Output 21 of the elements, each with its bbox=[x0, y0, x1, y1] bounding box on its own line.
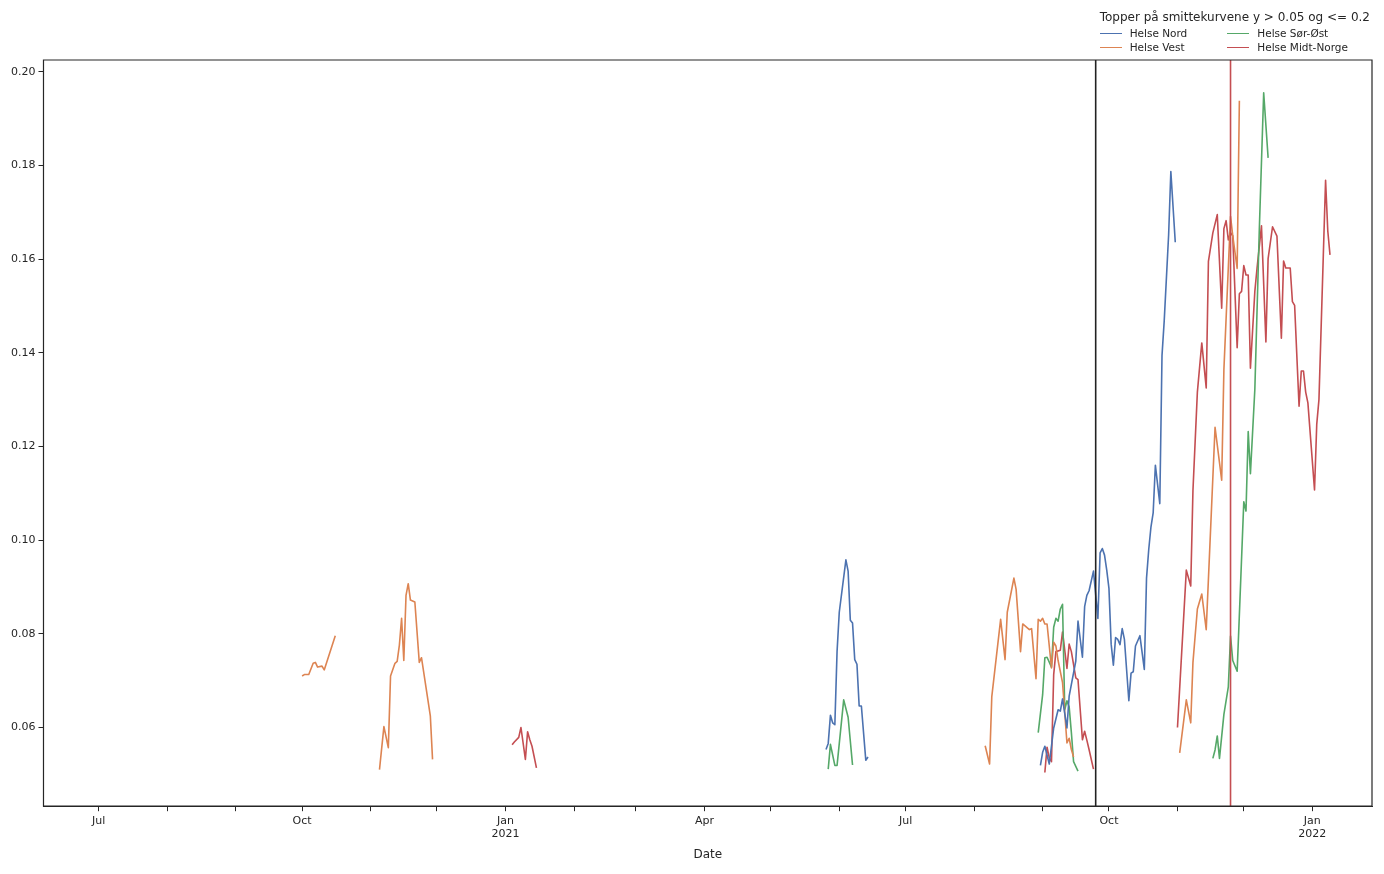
legend-label: Helse Sør-Øst bbox=[1257, 27, 1329, 39]
y-tick-label: 0.18 bbox=[10, 158, 36, 172]
x-tick-label: Oct bbox=[292, 813, 313, 827]
y-tick-label: 0.06 bbox=[10, 720, 36, 734]
legend-title: Topper på smittekurvene y > 0.05 og <= 0.2 bbox=[1099, 10, 1370, 24]
x-tick-label: Oct bbox=[1099, 813, 1120, 827]
y-tick-label: 0.12 bbox=[10, 439, 36, 453]
x-tick-label: Jan 2021 bbox=[491, 813, 520, 840]
y-tick-label: 0.10 bbox=[10, 532, 36, 546]
x-tick-label: Apr bbox=[694, 813, 715, 827]
legend-label: Helse Midt-Norge bbox=[1257, 41, 1348, 53]
legend-label: Helse Nord bbox=[1129, 27, 1188, 39]
x-tick-label: Jan 2022 bbox=[1298, 813, 1327, 840]
y-tick-label: 0.08 bbox=[10, 626, 36, 640]
y-tick-label: 0.20 bbox=[10, 64, 36, 78]
x-axis-title: Date bbox=[693, 846, 723, 861]
y-tick-label: 0.16 bbox=[10, 251, 36, 265]
legend-label: Helse Vest bbox=[1129, 41, 1185, 53]
x-tick-label: Jul bbox=[91, 813, 106, 827]
x-tick-label: Jul bbox=[897, 813, 913, 827]
y-tick-label: 0.14 bbox=[10, 345, 36, 359]
